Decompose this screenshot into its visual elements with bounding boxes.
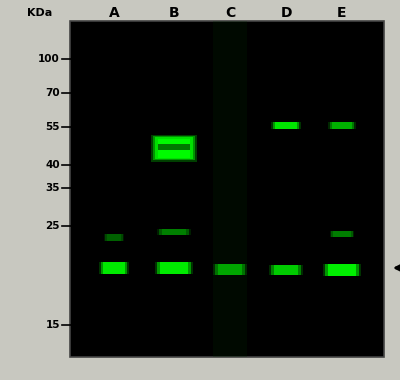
Bar [104,234,124,241]
Bar [101,262,127,274]
Bar [157,262,191,274]
Text: 15: 15 [46,320,60,330]
Bar [273,122,299,129]
Text: 100: 100 [38,54,60,64]
Bar [271,265,301,275]
Text: E: E [337,6,347,20]
Bar [269,265,303,275]
Bar [155,262,193,274]
Bar [332,122,352,129]
Bar [332,231,352,236]
Bar [151,135,197,162]
Text: 35: 35 [46,183,60,193]
Bar [213,21,247,357]
Bar [274,265,298,275]
Bar [330,122,354,129]
Bar [107,234,121,241]
Text: 70: 70 [45,88,60,98]
Bar [333,231,351,236]
Bar [159,229,189,235]
Text: 40: 40 [45,160,60,170]
Text: KDa: KDa [27,8,53,18]
Bar [328,264,356,276]
Bar [328,122,356,129]
Bar [157,229,191,235]
Bar [158,139,190,157]
Text: D: D [280,6,292,20]
Bar [275,122,297,129]
Bar [99,262,129,274]
Bar [215,264,245,275]
Bar [218,264,242,275]
Text: 25: 25 [46,221,60,231]
Bar [271,122,301,129]
Text: C: C [225,6,235,20]
Bar [103,262,125,274]
Bar [153,136,195,160]
Bar [160,262,188,274]
Bar [158,144,190,149]
Text: 55: 55 [46,122,60,132]
Bar [325,264,359,276]
Bar [323,264,361,276]
Text: B: B [169,6,179,20]
Bar [162,229,186,235]
Bar [213,264,247,275]
Text: A: A [109,6,119,20]
Bar [155,137,193,159]
Bar [105,234,123,241]
Bar [330,231,354,236]
Bar [70,21,384,357]
